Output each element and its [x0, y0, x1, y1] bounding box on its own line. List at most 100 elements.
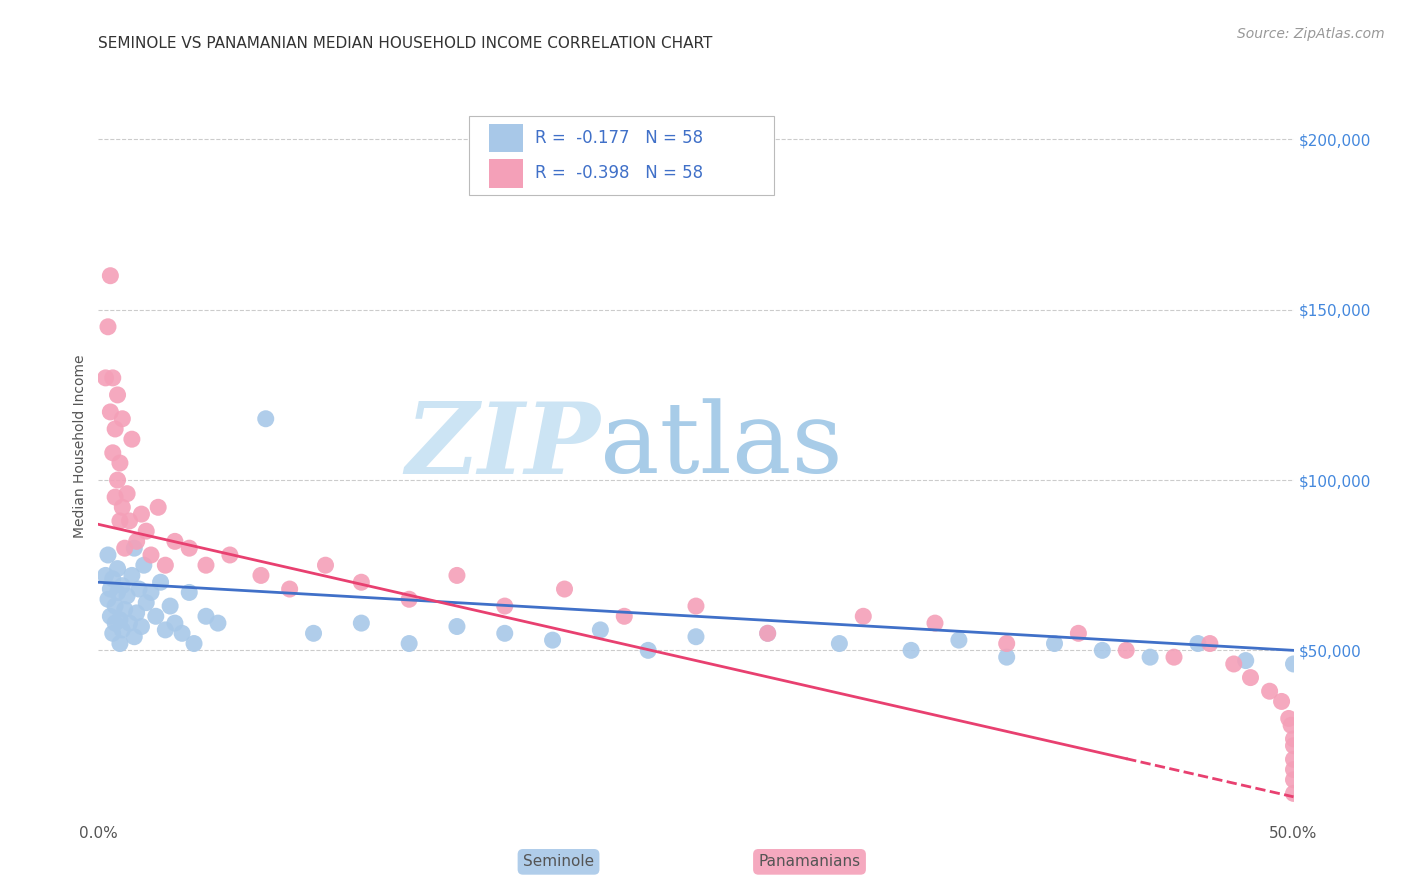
Point	[1067, 626, 1090, 640]
Point	[637, 643, 659, 657]
Point	[828, 636, 851, 650]
Point	[98, 582, 122, 596]
Point	[97, 592, 120, 607]
Point	[1139, 650, 1161, 665]
Point	[1271, 694, 1294, 708]
Point	[995, 636, 1018, 650]
Point	[446, 568, 468, 582]
Point	[1163, 650, 1185, 665]
Point	[398, 592, 420, 607]
Point	[139, 585, 162, 599]
Point	[131, 507, 153, 521]
Point	[924, 616, 946, 631]
Point	[101, 371, 124, 385]
Point	[589, 623, 612, 637]
Point	[1282, 763, 1305, 777]
Point	[148, 500, 170, 515]
Point	[1282, 657, 1305, 671]
Point	[108, 514, 131, 528]
Point	[195, 558, 218, 573]
Point	[118, 514, 141, 528]
Point	[302, 626, 325, 640]
Point	[1279, 718, 1302, 732]
Point	[104, 616, 127, 631]
Point	[107, 473, 129, 487]
Point	[948, 633, 970, 648]
Point	[114, 541, 136, 556]
Point	[135, 596, 157, 610]
Point	[124, 541, 146, 556]
Point	[1282, 786, 1305, 800]
Point	[179, 541, 201, 556]
Point	[149, 575, 172, 590]
Point	[98, 405, 122, 419]
Point	[494, 599, 516, 613]
Point	[101, 626, 124, 640]
Point	[108, 636, 131, 650]
Text: atlas: atlas	[600, 398, 844, 494]
Point	[115, 486, 138, 500]
Text: Panamanians: Panamanians	[758, 855, 860, 870]
Point	[494, 626, 516, 640]
Point	[101, 446, 124, 460]
Point	[97, 319, 120, 334]
Point	[756, 626, 779, 640]
Point	[1239, 671, 1261, 685]
Point	[108, 613, 131, 627]
Point	[107, 585, 129, 599]
Point	[163, 616, 186, 631]
Point	[125, 534, 148, 549]
Point	[613, 609, 636, 624]
Point	[685, 630, 707, 644]
Point	[315, 558, 337, 573]
Point	[398, 636, 420, 650]
Point	[219, 548, 242, 562]
Point	[97, 548, 120, 562]
Text: Source: ZipAtlas.com: Source: ZipAtlas.com	[1237, 27, 1385, 41]
Point	[554, 582, 576, 596]
Point	[114, 602, 136, 616]
Point	[1282, 752, 1305, 766]
Point	[179, 585, 201, 599]
Point	[111, 579, 134, 593]
Point	[111, 411, 134, 425]
Point	[756, 626, 779, 640]
Point	[1199, 636, 1222, 650]
Point	[155, 623, 177, 637]
Point	[1115, 643, 1137, 657]
Point	[94, 568, 117, 582]
Point	[254, 411, 277, 425]
Bar	[489, 124, 523, 153]
Point	[98, 268, 122, 283]
Point	[98, 609, 122, 624]
Point	[195, 609, 218, 624]
Point	[124, 630, 146, 644]
Point	[104, 490, 127, 504]
Point	[125, 606, 148, 620]
Point	[135, 524, 157, 538]
Y-axis label: Median Household Income: Median Household Income	[73, 354, 87, 538]
Point	[115, 589, 138, 603]
Point	[1278, 711, 1301, 725]
Point	[132, 558, 155, 573]
Text: R =  -0.398   N = 58: R = -0.398 N = 58	[534, 164, 703, 183]
Point	[350, 575, 373, 590]
Point	[94, 371, 117, 385]
Point	[172, 626, 194, 640]
Point	[121, 432, 143, 446]
Point	[107, 388, 129, 402]
Point	[163, 534, 186, 549]
Text: SEMINOLE VS PANAMANIAN MEDIAN HOUSEHOLD INCOME CORRELATION CHART: SEMINOLE VS PANAMANIAN MEDIAN HOUSEHOLD …	[98, 36, 713, 51]
Bar	[489, 159, 523, 187]
Point	[104, 599, 127, 613]
Point	[101, 572, 124, 586]
Point	[159, 599, 181, 613]
Point	[121, 568, 143, 582]
Point	[278, 582, 301, 596]
Point	[128, 582, 150, 596]
Point	[131, 619, 153, 633]
Point	[1282, 731, 1305, 746]
Point	[107, 561, 129, 575]
Text: ZIP: ZIP	[405, 398, 600, 494]
Point	[900, 643, 922, 657]
